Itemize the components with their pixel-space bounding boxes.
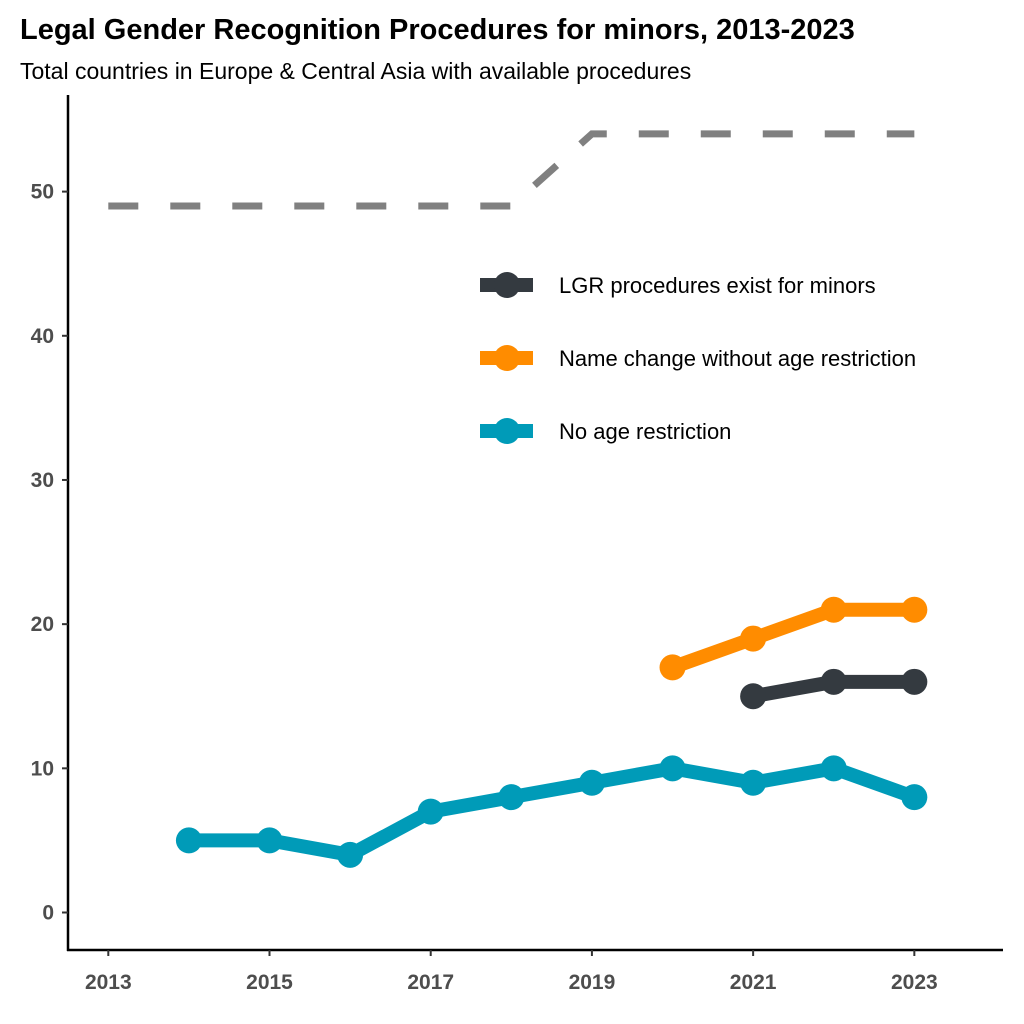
- legend-marker-1: [494, 345, 520, 371]
- series-point-1: [820, 596, 847, 623]
- chart-title: Legal Gender Recognition Procedures for …: [20, 14, 855, 46]
- x-tick-label: 2023: [891, 971, 938, 994]
- series-line-2: [188, 761, 917, 862]
- series-point-0: [740, 683, 767, 710]
- y-tick-label: 40: [31, 325, 54, 348]
- series-point-2: [901, 784, 928, 811]
- series-point-2: [578, 769, 605, 796]
- legend-marker-2: [494, 418, 520, 444]
- legend-label-1: Name change without age restriction: [559, 346, 916, 371]
- y-tick-label: 30: [31, 469, 54, 492]
- y-tick-label: 50: [31, 181, 54, 204]
- series-point-2: [498, 784, 525, 811]
- chart-subtitle: Total countries in Europe & Central Asia…: [20, 58, 692, 84]
- series-point-2: [417, 798, 444, 825]
- legend-marker-0: [494, 272, 520, 298]
- series-point-2: [820, 755, 847, 782]
- series-point-1: [659, 654, 686, 681]
- series-point-0: [820, 668, 847, 695]
- legend-label-0: LGR procedures exist for minors: [559, 273, 876, 298]
- series-point-2: [659, 755, 686, 782]
- series-point-2: [740, 769, 767, 796]
- series-point-0: [901, 668, 928, 695]
- x-tick-label: 2019: [569, 971, 616, 994]
- y-tick-label: 20: [31, 613, 54, 636]
- x-tick-label: 2013: [85, 971, 132, 994]
- reference-dashed-line: [108, 130, 915, 210]
- x-tick-label: 2021: [730, 971, 777, 994]
- legend-label-2: No age restriction: [559, 419, 731, 444]
- series-line-1: [670, 602, 915, 674]
- series-point-2: [337, 841, 364, 868]
- x-tick-label: 2015: [246, 971, 293, 994]
- series-point-2: [175, 827, 202, 854]
- x-tick-label: 2017: [407, 971, 454, 994]
- series-point-1: [740, 625, 767, 652]
- y-tick-label: 10: [31, 757, 54, 780]
- y-tick-label: 0: [42, 902, 54, 925]
- series-point-1: [901, 596, 928, 623]
- series-point-2: [256, 827, 283, 854]
